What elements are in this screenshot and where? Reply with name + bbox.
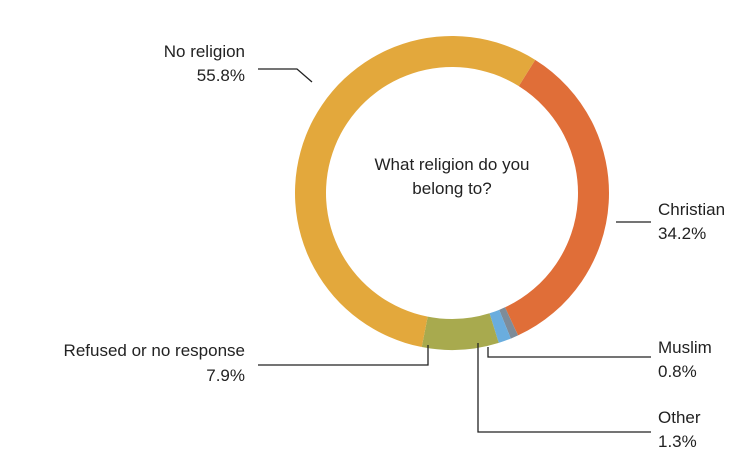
slice-refused (421, 313, 499, 350)
leader-line-muslim (487, 347, 651, 358)
value-muslim: 0.8% (658, 362, 697, 381)
slice-muslim (499, 307, 519, 339)
leader-line-other (477, 343, 651, 433)
label-no-religion: No religion (164, 42, 245, 61)
chart-title-line-1: What religion do you (375, 155, 530, 174)
leader-line-refused (258, 345, 429, 366)
chart-title-line-2: belong to? (412, 179, 491, 198)
value-refused: 7.9% (206, 366, 245, 385)
donut-slices (295, 35, 609, 350)
slice-christian (505, 59, 609, 336)
label-christian: Christian (658, 200, 725, 219)
label-other: Other (658, 408, 701, 427)
value-no-religion: 55.8% (197, 66, 245, 85)
value-other: 1.3% (658, 432, 697, 451)
label-refused: Refused or no response (64, 341, 245, 360)
label-muslim: Muslim (658, 338, 712, 357)
leader-line-no-religion (258, 68, 313, 83)
slice-no-religion (295, 35, 536, 348)
slice-other (489, 309, 511, 343)
value-christian: 34.2% (658, 224, 706, 243)
